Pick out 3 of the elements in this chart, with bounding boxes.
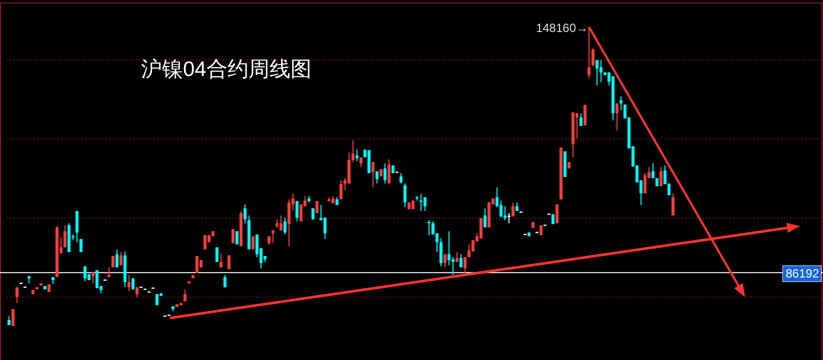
ref-label: 86192 [782, 265, 822, 282]
annotation: 148160→ [536, 21, 588, 35]
text: 沪镍04合约周线图 [141, 58, 312, 81]
